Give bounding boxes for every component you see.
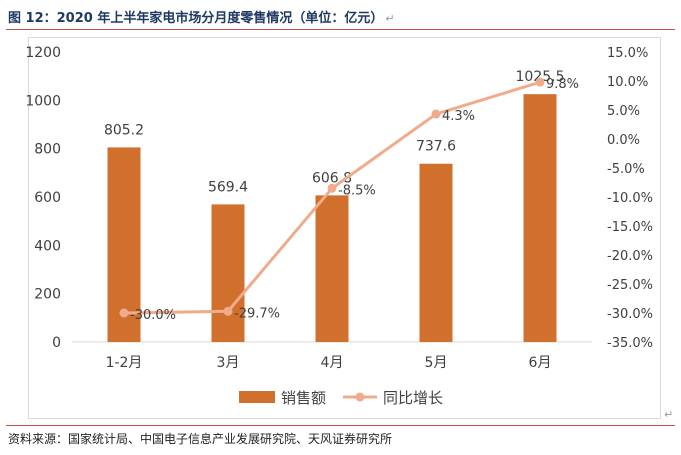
legend-label-sales: 销售额 [281, 389, 326, 407]
growth-point-4 [431, 109, 441, 119]
y-right-tick-label: -35.0% [607, 336, 653, 351]
y-right-tick-label: -30.0% [607, 307, 653, 322]
x-tick-label: 1-2月 [106, 355, 143, 371]
figure-title: 图 12：2020 年上半年家电市场分月度零售情况（单位：亿元） ↵ [8, 7, 395, 26]
y-left-tick-label: 400 [34, 238, 61, 254]
return-mark-icon: ↵ [664, 408, 674, 421]
y-right-tick-label: -15.0% [607, 220, 653, 235]
y-right-tick-label: -5.0% [607, 162, 645, 177]
y-right-tick-label: 15.0% [607, 46, 648, 61]
bottom-divider [6, 425, 675, 426]
bar-sales-4 [419, 163, 453, 342]
chart-frame [28, 37, 661, 419]
growth-point-5 [535, 77, 545, 87]
growth-value-label: 9.8% [546, 77, 579, 92]
y-left-tick-label: 200 [34, 287, 61, 303]
growth-value-label: -29.7% [234, 306, 280, 321]
figure-title-text: 图 12：2020 年上半年家电市场分月度零售情况（单位：亿元） [8, 11, 384, 26]
y-left-tick-label: 1000 [25, 93, 61, 109]
legend-swatch-sales [239, 391, 275, 403]
x-tick-label: 4月 [321, 355, 344, 371]
bar-value-label: 569.4 [208, 179, 248, 195]
bar-value-label: 737.6 [416, 139, 456, 155]
growth-point-2 [223, 306, 233, 316]
bar-value-label: 805.2 [104, 122, 144, 138]
y-left-tick-label: 1200 [25, 45, 61, 61]
y-left-tick-label: 600 [34, 190, 61, 206]
y-right-tick-label: 10.0% [607, 75, 648, 90]
legend-swatch-growth-marker [355, 392, 365, 402]
growth-point-1 [119, 308, 129, 318]
return-mark-icon: ↵ [385, 12, 395, 25]
y-left-tick-label: 800 [34, 142, 61, 158]
y-right-tick-label: 5.0% [607, 104, 640, 119]
growth-value-label: 4.3% [442, 109, 475, 124]
y-left-tick-label: 0 [52, 335, 61, 351]
y-right-tick-label: -10.0% [607, 191, 653, 206]
growth-point-3 [327, 183, 337, 193]
growth-value-label: -8.5% [338, 183, 376, 198]
top-divider [6, 29, 675, 30]
bar-sales-2 [211, 204, 245, 342]
y-right-tick-label: -20.0% [607, 249, 653, 264]
bar-sales-5 [523, 94, 557, 342]
y-right-tick-label: 0.0% [607, 133, 640, 148]
legend-label-growth: 同比增长 [383, 389, 443, 407]
x-tick-label: 5月 [425, 355, 448, 371]
bar-value-label: 1025.5 [516, 69, 565, 85]
source-note: 资料来源：国家统计局、中国电子信息产业发展研究院、天风证券研究所 [8, 432, 393, 446]
x-tick-label: 3月 [217, 355, 240, 371]
y-right-tick-label: -25.0% [607, 278, 653, 293]
growth-value-label: -30.0% [130, 308, 176, 323]
x-tick-label: 6月 [529, 355, 552, 371]
bar-sales-3 [315, 195, 349, 342]
